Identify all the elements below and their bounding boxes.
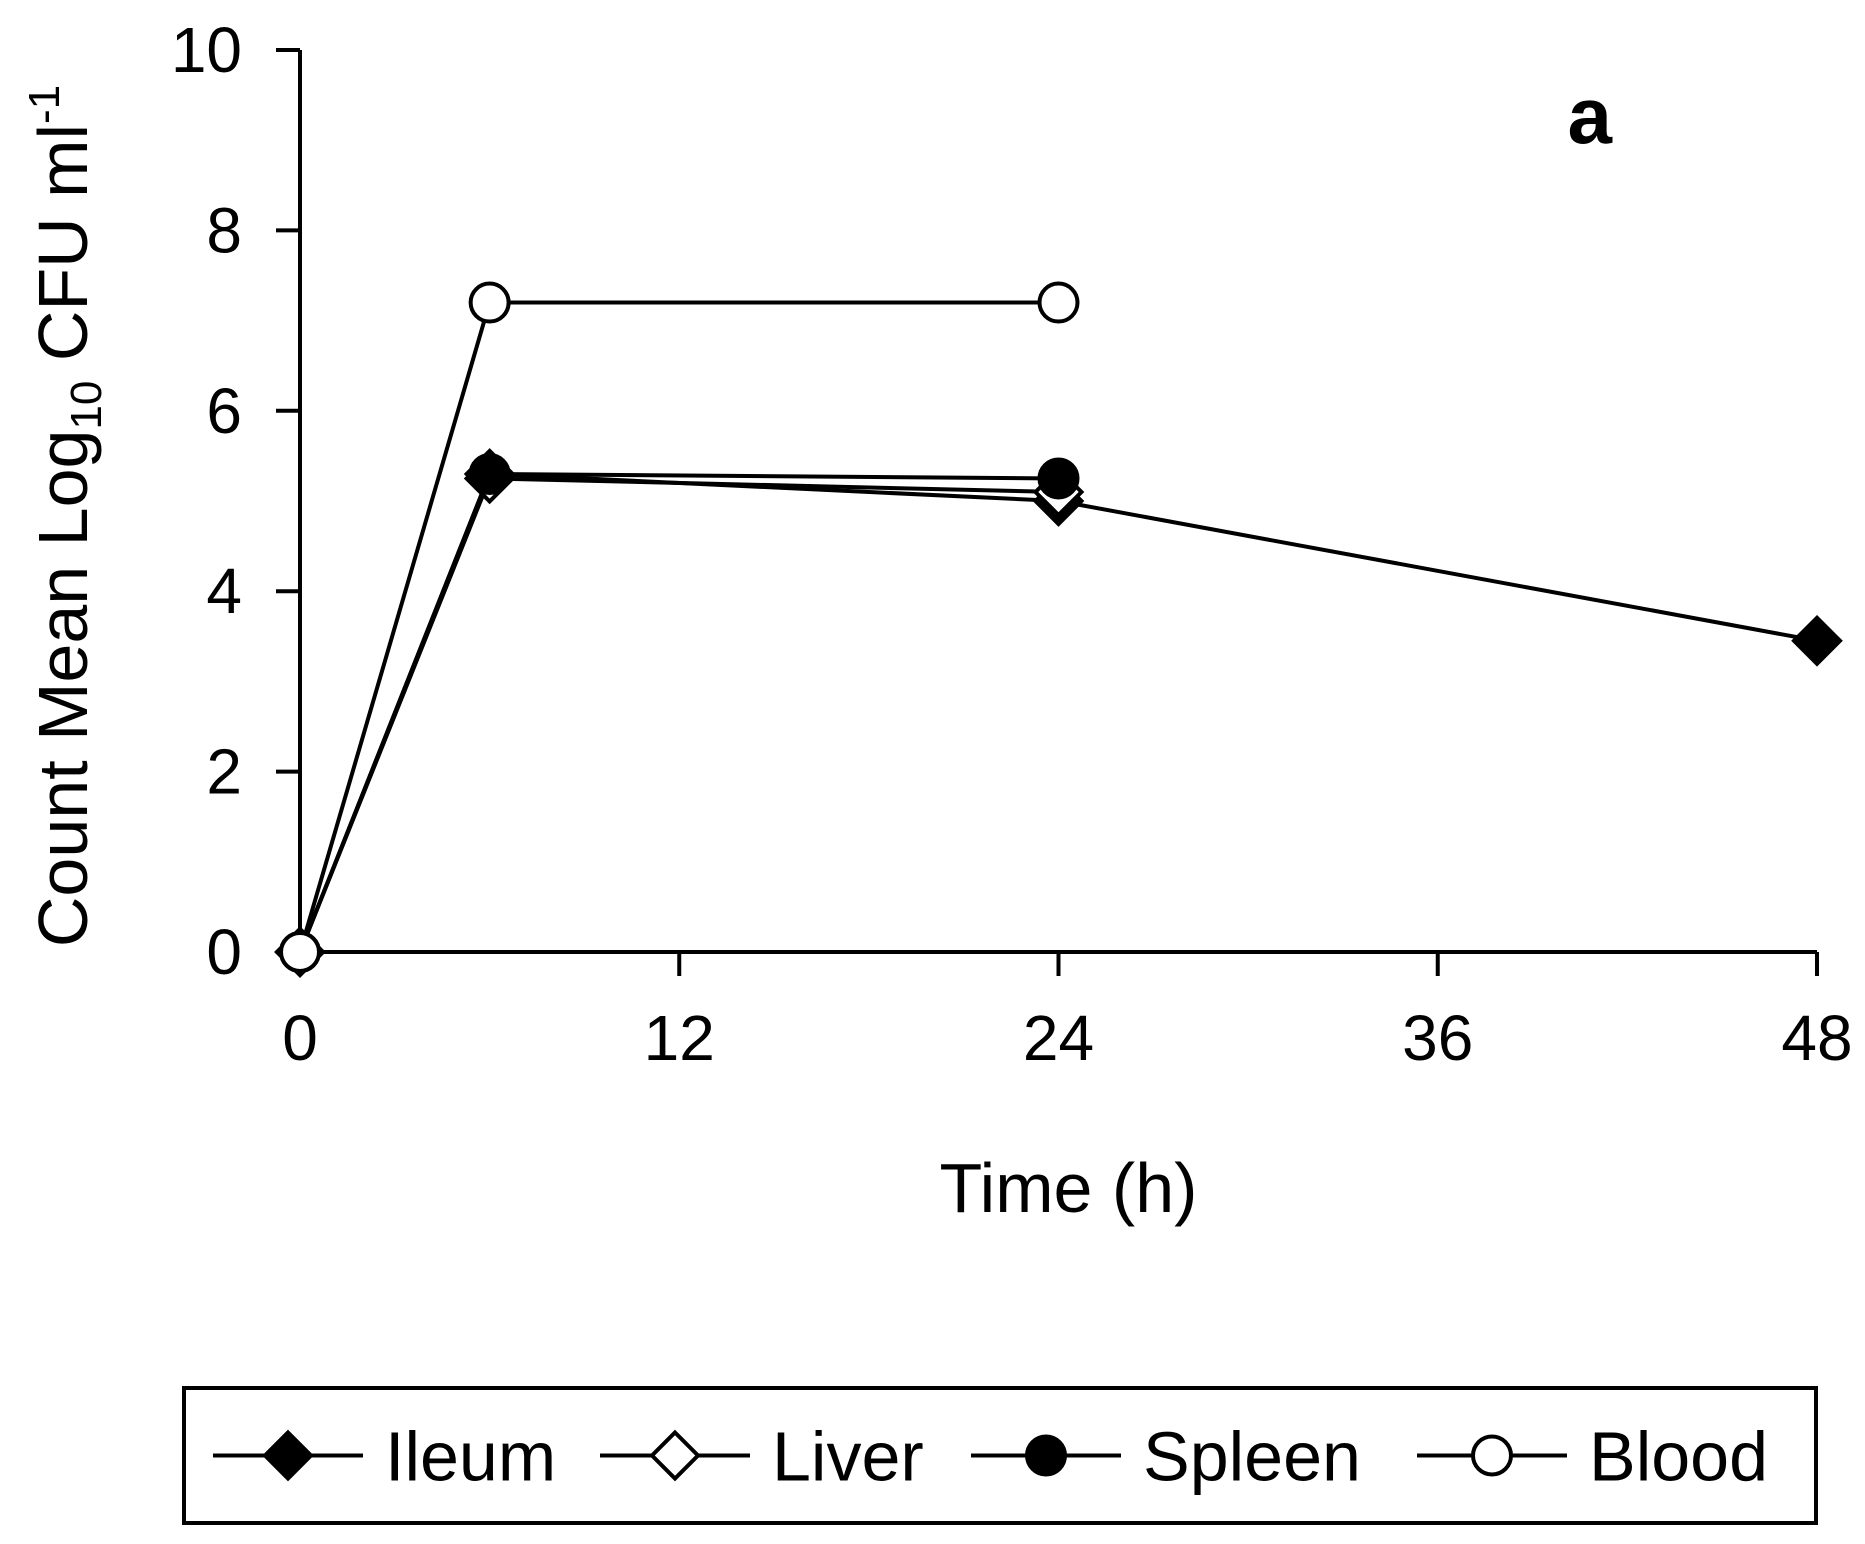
series-line-spleen bbox=[298, 471, 1059, 953]
y-tick-label: 8 bbox=[206, 194, 242, 266]
legend-marker-liver bbox=[649, 1429, 701, 1482]
y-axis-title-superscript: -1 bbox=[20, 85, 69, 124]
legend-label-ileum: Ileum bbox=[385, 1418, 556, 1496]
data-point-spleen bbox=[468, 452, 511, 495]
series-markers-group bbox=[274, 281, 1843, 978]
x-tick-label: 48 bbox=[1781, 1002, 1852, 1074]
y-axis-title-main: Count Mean Log bbox=[24, 430, 102, 948]
y-axis-title: Count Mean Log10 CFU ml-1 bbox=[20, 85, 111, 947]
series-line-liver bbox=[298, 476, 1059, 953]
legend: Ileum Liver Spleen Blood bbox=[182, 1386, 1818, 1525]
legend-marker-blood bbox=[1471, 1434, 1513, 1477]
data-point-blood bbox=[468, 281, 511, 324]
x-tick-label: 12 bbox=[644, 1002, 715, 1074]
legend-label-spleen: Spleen bbox=[1143, 1418, 1361, 1496]
series-line-blood bbox=[298, 300, 1059, 953]
panel-label: a bbox=[1568, 71, 1613, 160]
series-line-ileum bbox=[298, 471, 1818, 953]
y-axis-title-unit: CFU ml bbox=[24, 124, 102, 381]
y-tick-label: 2 bbox=[206, 736, 242, 808]
legend-marker-ileum bbox=[262, 1429, 314, 1482]
legend-label-blood: Blood bbox=[1589, 1418, 1768, 1496]
y-axis-title-subscript: 10 bbox=[62, 381, 111, 430]
data-point-blood bbox=[1037, 281, 1080, 324]
x-tick-label: 0 bbox=[282, 1002, 318, 1074]
x-tick-label: 24 bbox=[1023, 1002, 1094, 1074]
series-lines-group bbox=[298, 300, 1818, 953]
legend-label-liver: Liver bbox=[772, 1418, 924, 1496]
y-tick-label: 10 bbox=[171, 14, 242, 86]
x-axis-title: Time (h) bbox=[940, 1149, 1198, 1227]
x-tick-label: 36 bbox=[1402, 1002, 1473, 1074]
legend-marker-spleen bbox=[1025, 1434, 1067, 1477]
y-tick-label: 4 bbox=[206, 555, 242, 627]
y-tick-label: 0 bbox=[206, 916, 242, 988]
data-point-ileum bbox=[1791, 614, 1843, 667]
data-point-blood bbox=[279, 931, 321, 973]
y-tick-label: 6 bbox=[206, 375, 242, 447]
data-point-spleen bbox=[1037, 457, 1080, 500]
labels-group: Time (h) Count Mean Log10 CFU ml-1 a bbox=[20, 71, 1613, 1227]
